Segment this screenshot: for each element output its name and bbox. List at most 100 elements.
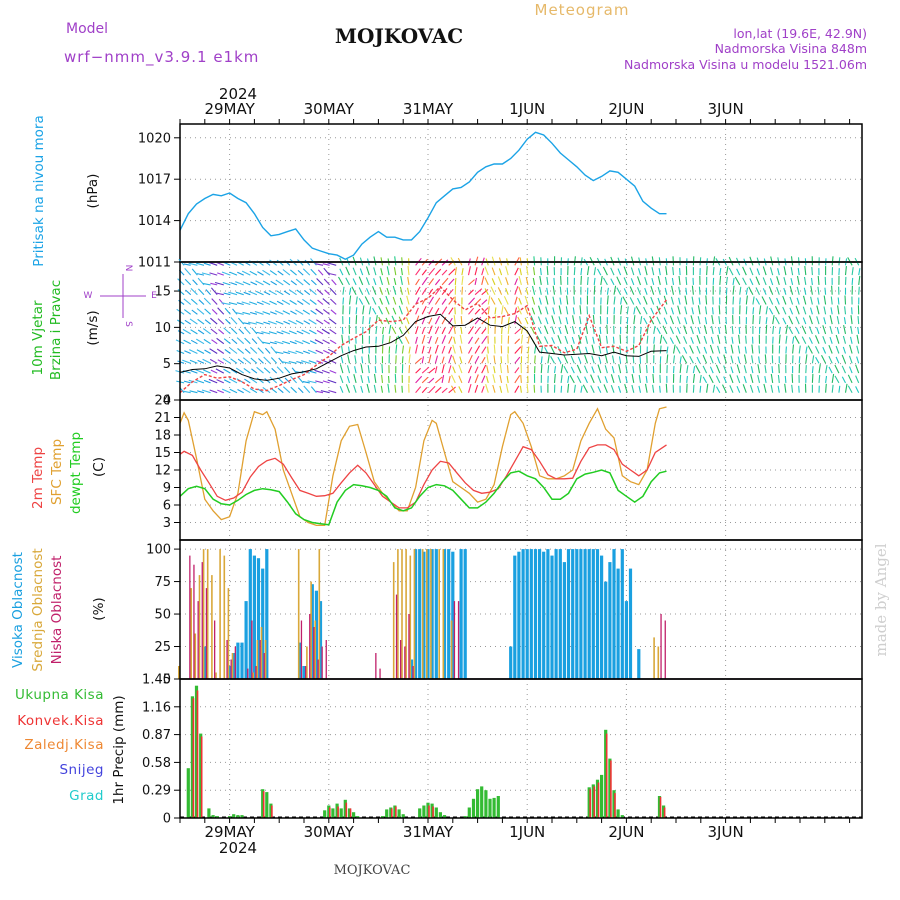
cloud-high-bar: [228, 666, 232, 679]
bottom-date-5: 3JUN: [708, 823, 744, 841]
wind-arrow: [830, 296, 833, 305]
wind-arrow: [520, 326, 524, 334]
wind-arrow: [558, 305, 562, 315]
wind-arrow: [400, 275, 403, 286]
wind-arrow: [501, 305, 504, 315]
wind-arrow: [633, 307, 636, 315]
precip-total-bar: [343, 799, 347, 818]
wind-arrow: [448, 268, 456, 276]
wind-arrow: [547, 354, 550, 364]
wind-arrow: [539, 268, 542, 276]
wind-arrow: [314, 339, 324, 345]
wind-arrow: [368, 317, 371, 325]
wind-arrow: [739, 297, 741, 305]
wind-arrow: [788, 326, 794, 335]
cloud-low-bar: [309, 614, 311, 679]
wind-arrow: [573, 267, 576, 276]
wind-arrow: [723, 365, 727, 374]
wind-arrow: [310, 268, 317, 276]
cloud-low-bar: [664, 620, 666, 679]
wind-arrow: [484, 288, 489, 295]
wind-arrow: [618, 364, 622, 374]
wind-arrow: [434, 326, 440, 335]
wind-arrow: [235, 367, 245, 374]
wind-arrow: [686, 365, 689, 374]
wind-arrow: [448, 365, 452, 374]
model-label: Model: [66, 21, 108, 37]
wind-arrow: [183, 339, 191, 345]
wind-arrow: [434, 366, 438, 374]
wind-arrow: [452, 355, 456, 364]
precip-legend-3: Snijeg: [59, 762, 104, 778]
wind-arrow: [283, 351, 291, 355]
wind-arrow: [717, 334, 721, 344]
wind-arrow: [855, 386, 860, 393]
wind-arrow: [202, 358, 211, 364]
wind-arrow: [348, 287, 352, 295]
wind-arrow: [415, 326, 419, 335]
wind-arrow: [262, 269, 271, 276]
wind-arrow: [567, 383, 570, 393]
wind-arrow: [856, 334, 860, 344]
wind-arrow: [474, 374, 479, 384]
wind-arrow: [745, 295, 748, 305]
wind-arrow: [395, 336, 398, 344]
precip-total-bar: [236, 815, 240, 818]
wind-arrow: [243, 367, 251, 374]
wind-arrow: [454, 277, 457, 285]
wind-arrow: [762, 277, 767, 286]
wind-arrow: [626, 346, 628, 354]
wind-arrow: [467, 365, 473, 374]
wind-arrow: [789, 296, 794, 305]
wind-arrow: [811, 373, 814, 383]
wind-arrow: [858, 275, 861, 285]
wind-arrow: [706, 383, 709, 393]
wind-arrow: [368, 306, 372, 315]
precip-total-bar: [269, 803, 273, 818]
wind-arrow: [244, 348, 251, 354]
wind-arrow: [458, 364, 463, 374]
wind-arrow: [543, 325, 549, 335]
wind-arrow: [341, 334, 344, 344]
precip-frame: [179, 678, 863, 819]
cloud-ytick-label-0: 0: [163, 673, 171, 688]
wind-arrow: [216, 379, 225, 384]
wind-arrow: [216, 261, 224, 266]
wind-arrow: [242, 311, 251, 315]
wind-arrow: [262, 341, 271, 345]
wind-arrow: [448, 386, 456, 394]
wind-arrow: [603, 384, 608, 393]
wind-arrow: [666, 346, 669, 354]
wind-arrow: [652, 384, 655, 393]
precip-conv-bar: [593, 786, 596, 818]
wind-arrow: [264, 347, 271, 354]
precip-total-bar: [604, 729, 608, 818]
wind-arrow: [823, 317, 827, 325]
wind-arrow: [652, 373, 655, 383]
wind-arrow: [844, 383, 848, 393]
wind-arrow: [818, 374, 821, 383]
wind-arrow: [505, 266, 509, 276]
wind-arrow: [328, 348, 337, 354]
wind-arrow: [788, 315, 794, 325]
wind-arrow: [197, 390, 205, 394]
wind-arrow: [768, 286, 774, 295]
wind-arrow: [678, 286, 681, 295]
cloud-low-bar: [305, 666, 307, 679]
wind-arrow: [281, 330, 291, 335]
wind-arrow: [451, 374, 456, 384]
precip-conv-bar: [329, 807, 331, 818]
wind-arrow: [210, 369, 218, 374]
cloud-mid-bar: [426, 549, 428, 679]
cloud-high-bar: [637, 649, 641, 679]
wind-arrow: [243, 326, 251, 335]
wind-arrow: [506, 365, 509, 374]
wind-arrow: [838, 385, 841, 393]
wind-arrow: [303, 385, 311, 394]
wind-arrow: [571, 336, 575, 344]
wind-arrow: [289, 340, 297, 345]
wind-arrow: [288, 330, 297, 335]
pressure-unit: (hPa): [85, 174, 101, 209]
wind-arrow: [448, 354, 453, 364]
wind-arrow: [223, 338, 231, 345]
